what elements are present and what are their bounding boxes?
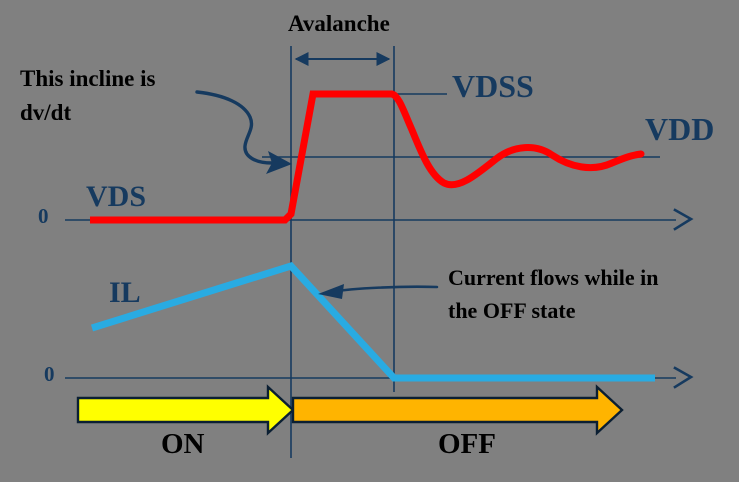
off-current-pointer-arrowhead xyxy=(318,284,344,299)
off-state-arrow[interactable] xyxy=(291,384,624,436)
dv-dt-annotation-line2: dv/dt xyxy=(20,100,72,125)
il-waveform xyxy=(90,261,655,382)
off-current-annotation-line1: Current flows while in xyxy=(448,265,659,290)
on-state-label: ON xyxy=(161,428,205,460)
vds-waveform xyxy=(90,90,392,224)
vdss-label: VDSS xyxy=(452,68,534,104)
vds-label: VDS xyxy=(86,180,147,213)
on-state-arrow[interactable] xyxy=(76,384,295,436)
vds-zero-label: 0 xyxy=(38,204,49,228)
il-axis-arrowhead xyxy=(673,366,694,389)
dv-dt-pointer-arrow xyxy=(195,90,274,165)
vds-panel xyxy=(65,46,694,458)
il-zero-label: 0 xyxy=(44,362,55,386)
vds-ringing-waveform xyxy=(388,90,645,189)
avalanche-label: Avalanche xyxy=(288,11,390,36)
vds-axis-arrowhead xyxy=(673,208,694,231)
dv-dt-annotation-line1: This incline is xyxy=(20,66,156,91)
il-panel xyxy=(65,261,694,389)
vdd-label: VDD xyxy=(645,111,715,147)
off-current-annotation-line2: the OFF state xyxy=(448,298,576,323)
off-current-pointer-arrow xyxy=(328,285,439,294)
off-state-label: OFF xyxy=(438,428,496,460)
state-timeline xyxy=(76,384,624,436)
il-label: IL xyxy=(109,276,141,309)
dv-dt-pointer-arrowhead xyxy=(266,151,292,174)
